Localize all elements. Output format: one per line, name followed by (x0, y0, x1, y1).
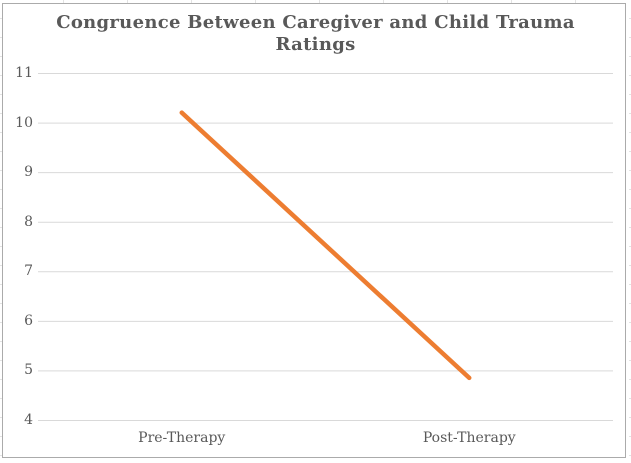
chart-title: Congruence Between Caregiver and Child T… (56, 12, 575, 55)
y-tick-label: 5 (24, 362, 33, 379)
y-tick-label: 7 (24, 263, 33, 280)
worksheet-grid-artifact-left (0, 0, 2, 463)
worksheet-grid-artifact-top (0, 0, 631, 3)
y-tick-label: 10 (15, 114, 33, 131)
y-tick-label: 8 (24, 213, 33, 230)
trend-line (179, 110, 472, 381)
y-tick-label: 4 (24, 412, 33, 428)
y-tick-label: 6 (24, 312, 33, 329)
x-category-label: Pre-Therapy (138, 430, 226, 446)
worksheet-grid-artifact-right (629, 0, 631, 463)
chart-border (2, 3, 626, 458)
x-category-label: Post-Therapy (422, 430, 516, 446)
y-tick-label: 9 (24, 164, 33, 181)
y-tick-label: 11 (15, 65, 33, 81)
